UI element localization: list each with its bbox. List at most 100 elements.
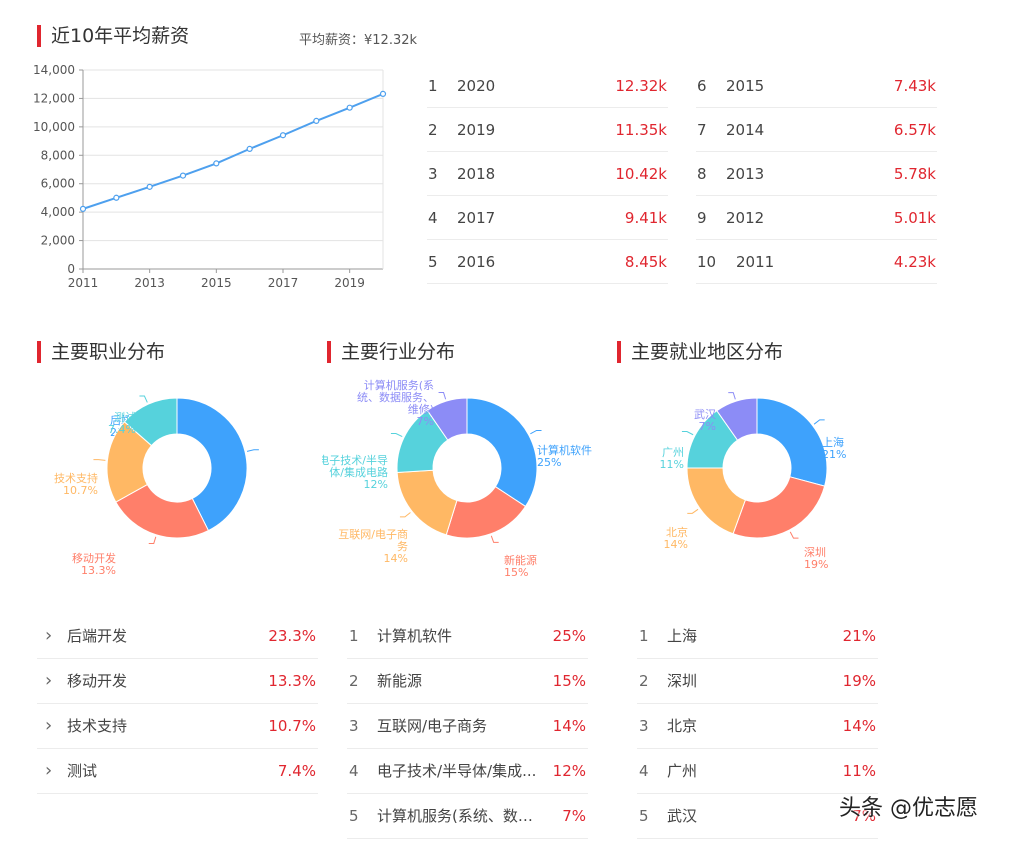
item-name: 互联网/电子商务 [377,717,488,735]
salary-series-line [82,92,384,210]
rank-number: 6 [697,77,707,95]
position-row[interactable]: › 后端开发 23.3% [37,614,318,659]
item-name: 北京 [667,717,698,735]
item-name: 测试 [67,762,98,780]
item-name: 武汉 [667,807,698,825]
slice-value-label: 7% [699,420,716,433]
item-name: 深圳 [667,672,698,690]
salary-data-point [213,160,220,167]
rank-salary-value: 4.23k [893,253,936,271]
rank-year: 2014 [726,121,765,139]
label-leader-line [728,392,736,400]
position-title-text: 主要职业分布 [51,341,166,363]
donut-slice [466,397,538,508]
rank-number: 5 [428,253,438,271]
industry-section-title: 主要行业分布 [327,340,455,364]
salary-data-point [179,172,187,179]
position-row[interactable]: › 技术支持 10.7% [37,704,318,749]
rank-number: 8 [697,165,707,183]
donut-slice [123,397,178,447]
slice-name-label: 北京 [666,525,688,539]
industry-list: 1 计算机软件 25% 2 新能源 15% 3 互联网/电子商务 14% 4 电子技术/半导体/集成… [347,614,588,839]
salary-data-point [379,90,387,97]
y-tick-label: 12,000 [33,91,75,105]
slice-value-label: 19% [804,558,828,571]
rank-salary-value: 8.45k [624,253,667,271]
slice-name-label: 计算机服务(系 [364,378,434,392]
industry-row: 3 互联网/电子商务 14% [347,704,588,749]
salary-rank-row: 10 2011 4.23k [696,240,937,284]
slice-name-label: 武汉 [694,408,716,421]
salary-rank-row: 4 2017 9.41k [427,196,668,240]
item-name: 后端开发 [67,627,128,645]
slice-value-label: 10.7% [63,484,98,497]
donut-slice [716,397,758,441]
industry-row: 5 计算机服务(系统、数据... 7% [347,794,588,839]
slice-value-label: 14% [384,552,408,565]
item-name: 计算机服务(系统、数据... [377,807,547,825]
item-percentage: 10.7% [268,717,316,735]
slice-name-label: 统、数据服务、 [357,390,434,404]
slice-value-label: 25% [537,456,561,469]
average-salary-note: 平均薪资：¥12.32k [299,33,418,48]
x-tick-label: 2019 [334,276,365,290]
rank-year: 2019 [457,121,496,139]
slice-name-label: 电子技术/半导 [322,453,388,467]
slice-value-label: 12% [364,478,388,491]
salary-data-point [79,205,87,212]
salary-rank-row: 7 2014 6.57k [696,108,937,152]
salary-rank-row: 1 2020 12.32k [427,64,668,108]
x-tick-label: 2013 [134,276,165,290]
rank-number: 5 [349,807,359,825]
slice-value-label: 15% [504,566,528,579]
slice-label: 武汉7% [694,408,716,433]
item-name: 移动开发 [67,672,128,690]
item-name: 上海 [667,627,698,645]
rank-number: 4 [428,209,438,227]
y-tick-label: 10,000 [33,120,75,134]
slice-name-label: 维修) [408,402,434,416]
slice-value-label: 7% [417,415,434,428]
salary-data-point [146,183,153,190]
salary-rank-row: 8 2013 5.78k [696,152,937,196]
y-tick-label: 0 [67,262,75,276]
label-leader-line [139,395,148,403]
item-name: 电子技术/半导体/集成... [377,762,537,780]
region-row: 5 武汉 7% [637,794,878,839]
position-row[interactable]: › 移动开发 13.3% [37,659,318,704]
label-leader-line [681,431,694,436]
label-leader-line [813,419,825,425]
item-name: 技术支持 [67,717,128,735]
label-leader-line [399,512,411,518]
item-percentage: 12% [552,762,586,780]
region-title-text: 主要就业地区分布 [631,341,784,363]
label-leader-line [530,429,542,435]
label-leader-line [148,536,157,545]
salary-data-point [279,132,287,139]
rank-salary-value: 12.32k [615,77,667,95]
label-leader-line [390,433,403,438]
salary-rank-row: 3 2018 10.42k [427,152,668,196]
rank-number: 1 [639,627,649,645]
slice-name-label: 移动开发 [72,551,116,565]
item-percentage: 19% [842,672,876,690]
donut-slice [426,397,468,441]
rank-number: 2 [428,121,438,139]
rank-year: 2015 [726,77,765,95]
position-row[interactable]: › 测试 7.4% [37,749,318,794]
salary-rank-row: 2 2019 11.35k [427,108,668,152]
rank-number: 10 [697,253,717,271]
item-percentage: 11% [842,762,876,780]
rank-salary-value: 5.78k [893,165,936,183]
industry-title-text: 主要行业分布 [341,341,456,363]
rank-year: 2016 [457,253,496,271]
